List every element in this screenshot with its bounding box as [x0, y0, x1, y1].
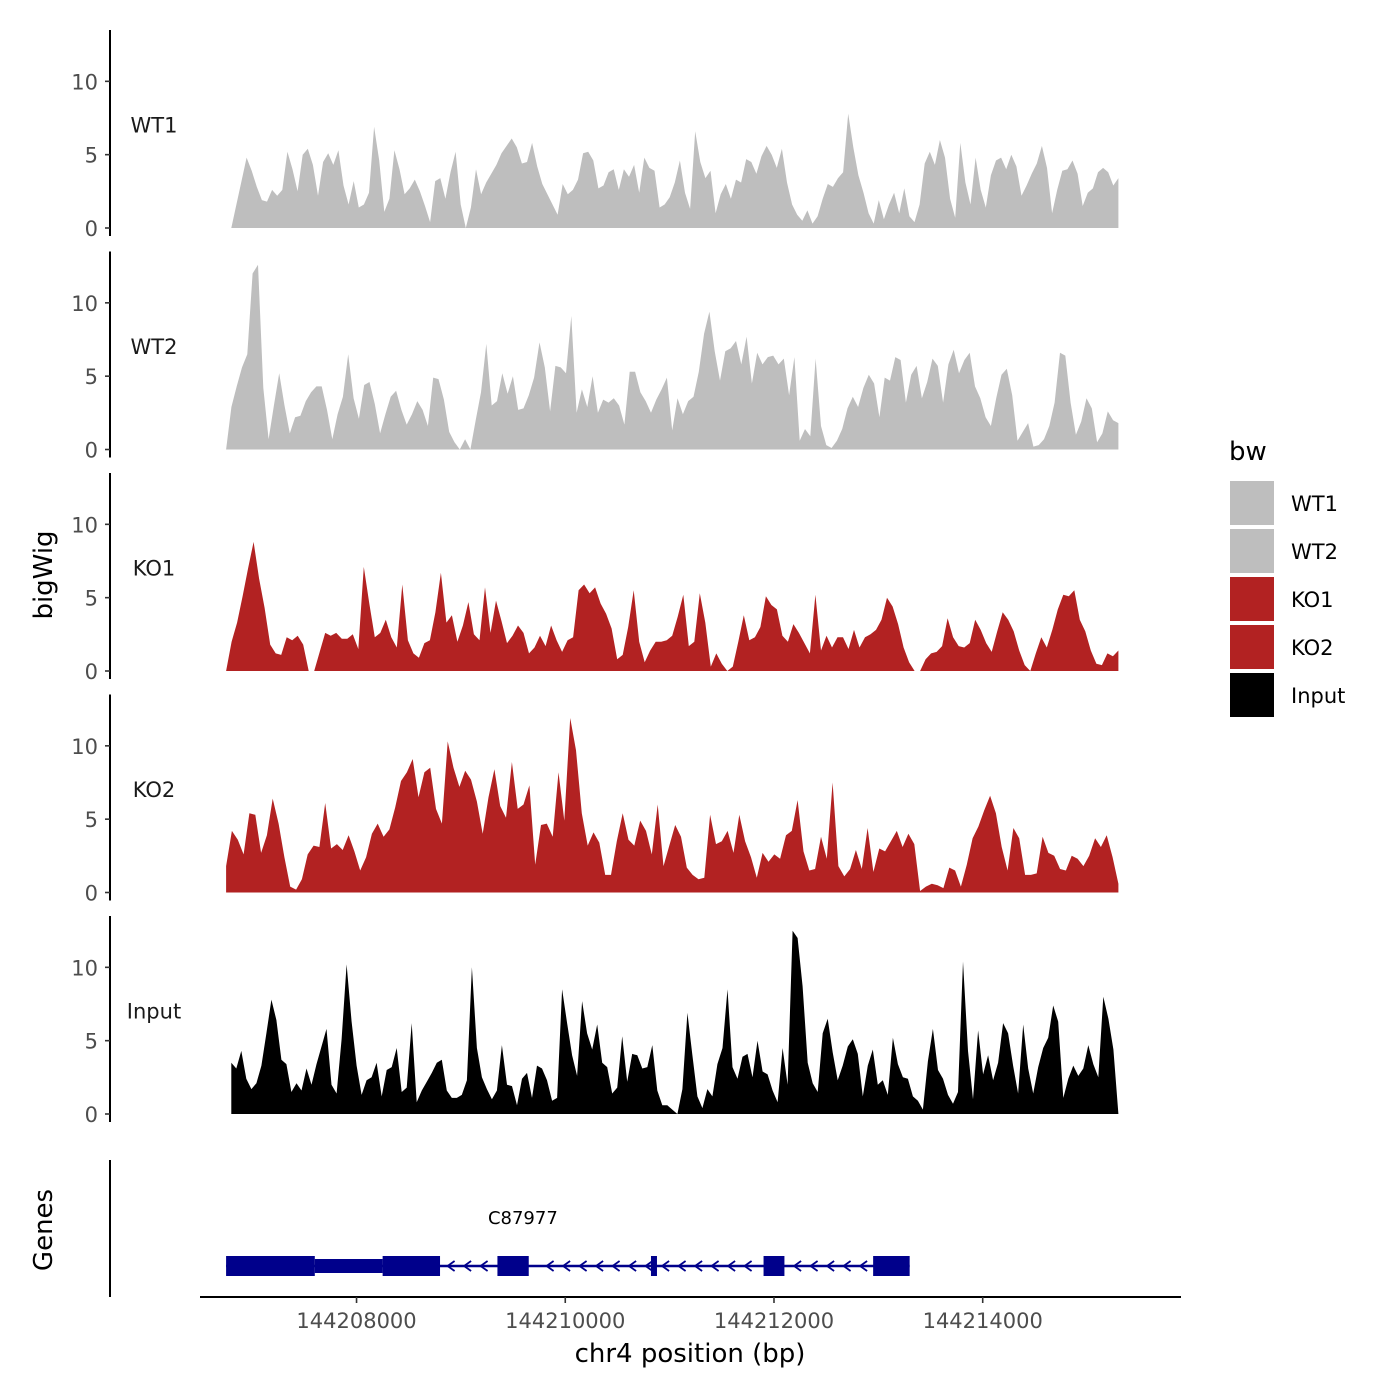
track-label-ko1: KO1 — [133, 557, 176, 581]
x-tick-label: 144208000 — [296, 1309, 416, 1333]
gene-exon-block — [763, 1256, 785, 1276]
strand-arrow — [677, 1260, 687, 1272]
legend-title: bw — [1229, 437, 1267, 467]
y-tick-label: 0 — [85, 660, 98, 684]
legend-label-ko1: KO1 — [1291, 588, 1334, 612]
genes-panel: C87977 — [109, 1160, 910, 1297]
strand-arrow — [462, 1260, 472, 1272]
strand-arrow — [594, 1260, 604, 1272]
strand-arrow — [726, 1260, 736, 1272]
signal-area-ko2 — [226, 718, 1119, 893]
strand-arrow — [825, 1260, 835, 1272]
track-label-wt2: WT2 — [131, 335, 178, 359]
strand-arrow — [479, 1260, 489, 1272]
track-label-input: Input — [127, 1000, 181, 1024]
track-panel-input: 0 5 10 Input — [71, 916, 1119, 1127]
legend-label-input: Input — [1291, 684, 1345, 708]
y-tick-label: 10 — [71, 70, 98, 94]
gene-exon-block — [650, 1256, 657, 1276]
y-tick-label: 0 — [85, 1103, 98, 1127]
signal-area-ko1 — [226, 541, 1119, 671]
y-tick-label: 0 — [85, 439, 98, 463]
strand-arrow — [446, 1260, 456, 1272]
gene-model: C87977 — [226, 1208, 910, 1276]
strand-arrow — [693, 1260, 703, 1272]
strand-arrow — [644, 1260, 654, 1272]
y-tick-label: 5 — [85, 1030, 98, 1054]
track-panel-ko2: 0 5 10 KO2 — [71, 694, 1119, 906]
genes-axis-title: Genes — [29, 1189, 59, 1271]
legend-label-ko2: KO2 — [1291, 636, 1334, 660]
x-axis-title: chr4 position (bp) — [575, 1339, 806, 1369]
legend-swatch-wt2 — [1228, 527, 1276, 575]
strand-arrow — [545, 1260, 555, 1272]
signal-area-wt2 — [226, 264, 1119, 450]
signal-area-input — [231, 930, 1119, 1114]
track-panel-ko1: 0 5 10 KO1 — [71, 473, 1119, 684]
strand-arrow — [611, 1260, 621, 1272]
y-tick-label: 10 — [71, 513, 98, 537]
y-tick-label: 0 — [85, 882, 98, 906]
signal-area-wt1 — [231, 113, 1119, 228]
x-axis: 144208000 144210000 144212000 144214000 — [200, 1296, 1181, 1333]
track-label-wt1: WT1 — [131, 114, 178, 138]
track-panel-wt2: 0 5 10 WT2 — [71, 251, 1119, 463]
strand-arrow — [578, 1260, 588, 1272]
legend-label-wt1: WT1 — [1291, 492, 1338, 516]
gene-exon-block — [873, 1256, 910, 1276]
strand-arrow — [710, 1260, 720, 1272]
strand-arrow — [809, 1260, 819, 1272]
strand-arrow — [842, 1260, 852, 1272]
legend-swatch-input — [1228, 671, 1276, 719]
y-axis-title: bigWig — [29, 530, 59, 619]
y-tick-label: 0 — [85, 217, 98, 241]
track-panel-wt1: 0 5 10 WT1 — [71, 30, 1119, 241]
strand-arrow — [561, 1260, 571, 1272]
legend: bw WT1 WT2 KO1 KO2 Input — [1228, 437, 1345, 719]
x-tick-label: 144214000 — [923, 1309, 1043, 1333]
legend-swatch-ko1 — [1228, 575, 1276, 623]
y-tick-label: 10 — [71, 292, 98, 316]
strand-arrow — [743, 1260, 753, 1272]
strand-arrow — [792, 1260, 802, 1272]
strand-arrow — [627, 1260, 637, 1272]
gene-exon-block — [382, 1256, 441, 1276]
track-label-ko2: KO2 — [133, 778, 176, 802]
gene-exon-block — [497, 1256, 529, 1276]
strand-arrow — [858, 1260, 868, 1272]
strand-arrow — [660, 1260, 670, 1272]
y-tick-label: 5 — [85, 808, 98, 832]
legend-label-wt2: WT2 — [1291, 540, 1338, 564]
gene-name-label: C87977 — [488, 1208, 558, 1229]
y-tick-label: 10 — [71, 735, 98, 759]
y-tick-label: 5 — [85, 365, 98, 389]
track-panels: 0 5 10 WT1 0 5 10 WT2 0 5 10 KO1 0 5 10 KO2 0 5 10 Input — [71, 30, 1119, 1127]
x-tick-label: 144212000 — [714, 1309, 834, 1333]
x-tick-label: 144210000 — [505, 1309, 625, 1333]
gene-exon-block — [226, 1256, 315, 1276]
y-tick-label: 10 — [71, 956, 98, 980]
gene-utr-block — [314, 1259, 383, 1273]
y-tick-label: 5 — [85, 587, 98, 611]
legend-swatch-wt1 — [1228, 479, 1276, 527]
legend-swatch-ko2 — [1228, 623, 1276, 671]
y-tick-label: 5 — [85, 144, 98, 168]
